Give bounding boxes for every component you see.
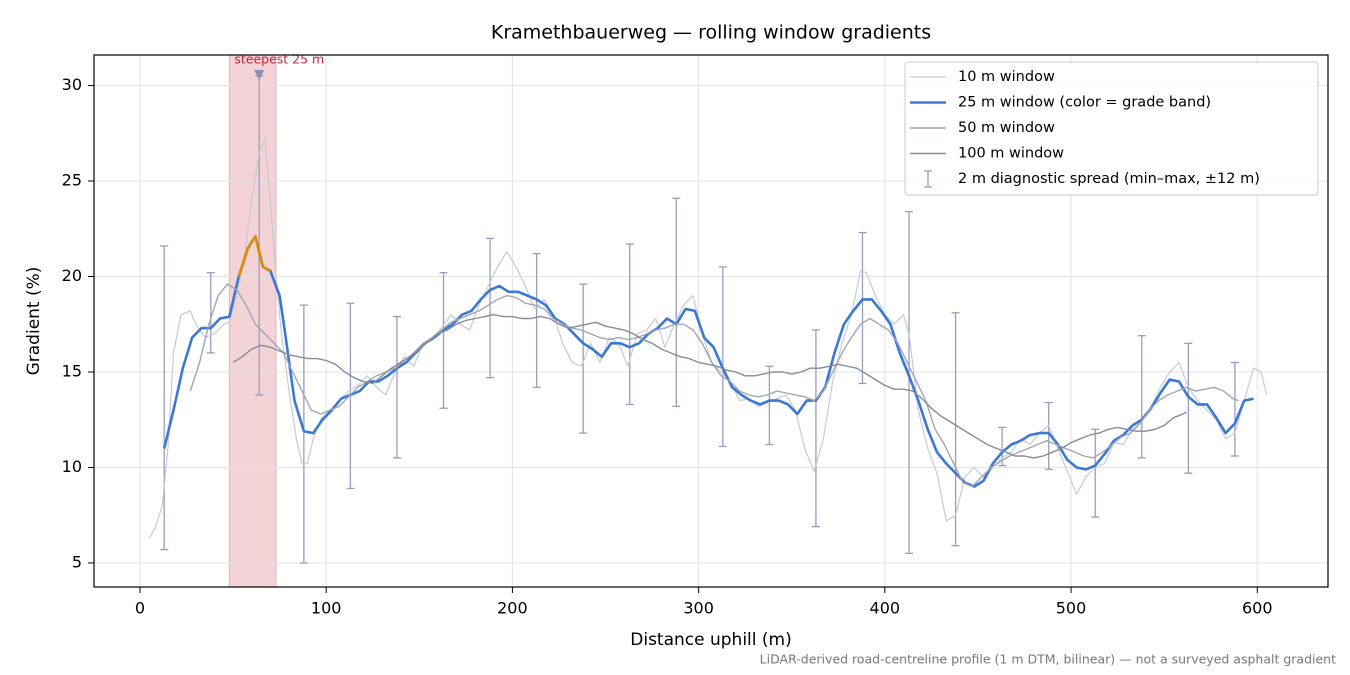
legend-label: 50 m window [958, 120, 1055, 136]
error-bar [206, 272, 215, 354]
annotation-marker [254, 70, 265, 81]
y-tick-label: 5 [72, 552, 82, 571]
line-series [148, 138, 1268, 539]
legend-label: 10 m window [958, 69, 1055, 85]
x-tick-label: 100 [311, 599, 342, 618]
error-bar [579, 283, 588, 434]
y-tick-label: 30 [62, 75, 82, 94]
error-bar [858, 231, 867, 385]
error-bar [1184, 342, 1193, 474]
x-tick-label: 500 [1056, 599, 1087, 618]
y-tick-label: 20 [62, 266, 82, 285]
x-axis-label: Distance uphill (m) [630, 630, 791, 650]
y-axis-label: Gradient (%) [24, 267, 44, 376]
y-tick-label: 10 [62, 457, 82, 476]
chart-title: Kramethbauerweg — rolling window gradien… [491, 22, 931, 44]
error-bar [392, 315, 401, 459]
legend-label: 100 m window [958, 146, 1064, 162]
line-series [232, 314, 1187, 459]
footnote: LiDAR-derived road-centreline profile (1… [760, 652, 1336, 667]
error-bar [718, 266, 727, 448]
error-bar [299, 304, 308, 564]
highlight-band [228, 54, 277, 588]
x-tick-label: 600 [1242, 599, 1273, 618]
x-tick-label: 0 [135, 599, 145, 618]
line-series [162, 235, 1254, 488]
error-bar [439, 272, 448, 409]
error-bar [1044, 401, 1053, 471]
y-tick-label: 25 [62, 171, 82, 190]
plot-frame [93, 54, 1329, 588]
error-bar [765, 365, 774, 446]
error-bar [811, 329, 820, 528]
error-bar [672, 197, 681, 408]
grade-band-segment [237, 235, 271, 277]
error-bar [1230, 361, 1239, 457]
error-bar [1091, 428, 1100, 518]
error-bar [1137, 335, 1146, 459]
x-tick-label: 300 [683, 599, 714, 618]
legend-label: 25 m window (color = grade band) [958, 95, 1211, 111]
annotation-label: steepest 25 m [234, 52, 324, 67]
x-tick-label: 200 [497, 599, 528, 618]
error-bar [625, 243, 634, 406]
error-bar [951, 312, 960, 547]
error-bar [905, 210, 914, 555]
x-tick-label: 400 [870, 599, 901, 618]
legend-box [904, 61, 1319, 196]
legend-label: 2 m diagnostic spread (min–max, ±12 m) [958, 171, 1260, 187]
y-tick-label: 15 [62, 361, 82, 380]
error-bar [998, 426, 1007, 467]
error-bar [532, 252, 541, 388]
error-bar [486, 237, 495, 379]
error-bar [160, 245, 169, 551]
